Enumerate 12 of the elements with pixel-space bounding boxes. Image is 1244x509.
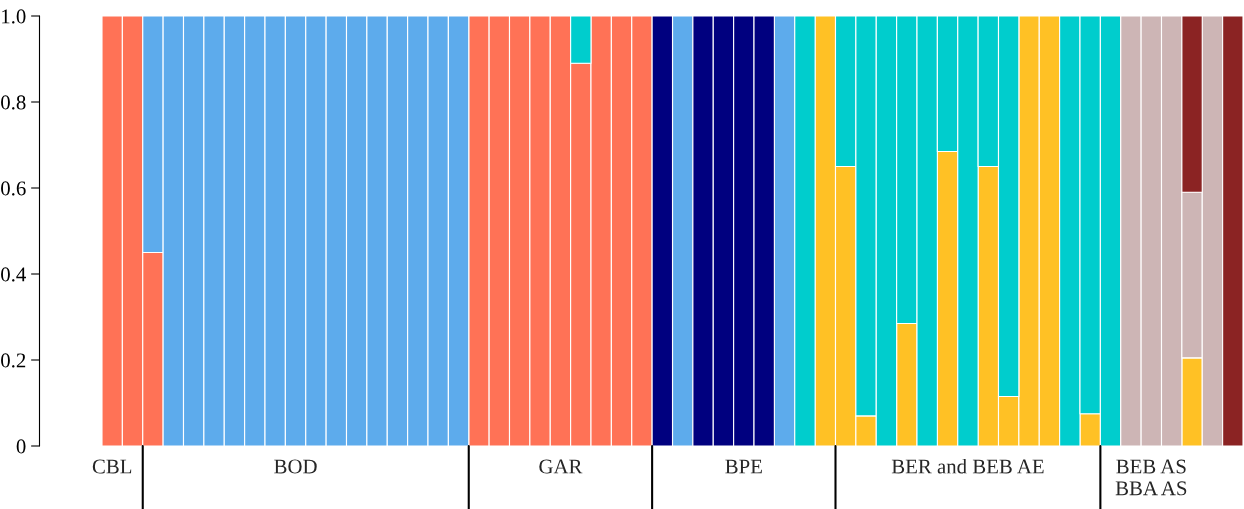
x-tick-label: BEB AS BBA AS xyxy=(1115,459,1187,496)
x-tick-label: BER and BEB AE xyxy=(891,458,1044,474)
x-tick-label: BOD xyxy=(274,459,317,474)
y-tick-label: 0.6 xyxy=(1,181,26,196)
x-tick-label: BPE xyxy=(725,459,762,474)
y-tick-label: 0.8 xyxy=(1,95,26,110)
y-tick-label: 1.0 xyxy=(2,9,26,24)
y-tick-label: 0.2 xyxy=(1,353,26,368)
x-tick-label: GAR xyxy=(539,459,583,474)
y-tick-label: 0.4 xyxy=(1,267,26,282)
y-tick-label: 0 xyxy=(16,439,26,454)
x-tick-label: CBL xyxy=(92,459,132,474)
